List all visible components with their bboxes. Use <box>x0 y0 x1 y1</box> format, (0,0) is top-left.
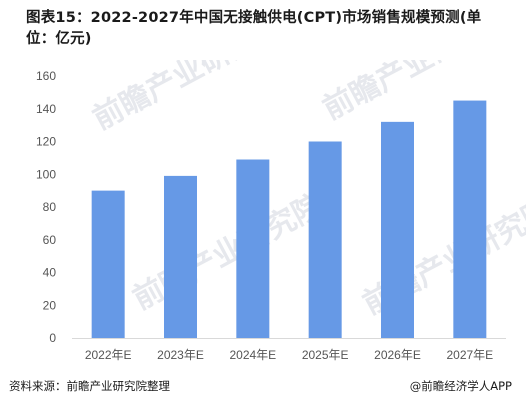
watermark-text: 前瞻产业研究院 <box>127 188 329 317</box>
y-tick-label: 20 <box>43 298 57 312</box>
watermark-text: 前瞻产业研究院 <box>87 60 289 137</box>
y-tick-label: 100 <box>36 167 56 181</box>
x-tick-label: 2027年E <box>446 348 493 362</box>
y-axis: 0 20 40 60 80 100 120 140 160 <box>36 69 56 345</box>
y-tick-label: 160 <box>36 69 56 83</box>
x-tick-label: 2026年E <box>374 348 421 362</box>
y-tick-label: 120 <box>36 135 56 149</box>
bar <box>236 159 270 338</box>
source-note: 资料来源：前瞻产业研究院整理 <box>9 379 170 393</box>
x-tick-label: 2022年E <box>85 348 132 362</box>
footer: 资料来源：前瞻产业研究院整理 @前瞻经济学人APP <box>0 376 526 406</box>
bar <box>453 100 487 338</box>
x-tick-label: 2024年E <box>229 348 276 362</box>
y-tick-label: 60 <box>43 233 57 247</box>
bar <box>381 121 414 338</box>
chart-area: 前瞻产业研究院 前瞻产业研究院 前瞻产业研究院 前瞻产业研究院 0 20 40 60 80 10… <box>0 0 526 372</box>
x-axis: 2022年E 2023年E 2024年E 2025年E 2026年E 2027年E <box>85 348 493 362</box>
y-tick-label: 140 <box>36 102 56 116</box>
chart-title: 图表15：2022-2027年中国无接触供电(CPT)市场销售规模预测(单位：亿… <box>26 10 482 47</box>
y-tick-label: 80 <box>43 200 57 214</box>
y-tick-label: 40 <box>43 266 57 280</box>
y-tick-label: 0 <box>49 331 56 345</box>
bar <box>164 175 197 338</box>
bar <box>91 190 125 338</box>
watermark-text: 前瞻产业研究院 <box>317 60 519 127</box>
brand-credit: @前瞻经济学人APP <box>409 379 512 393</box>
bar-series <box>91 100 487 338</box>
x-tick-label: 2023年E <box>157 348 204 362</box>
bar <box>308 141 342 338</box>
x-tick-label: 2025年E <box>302 348 349 362</box>
